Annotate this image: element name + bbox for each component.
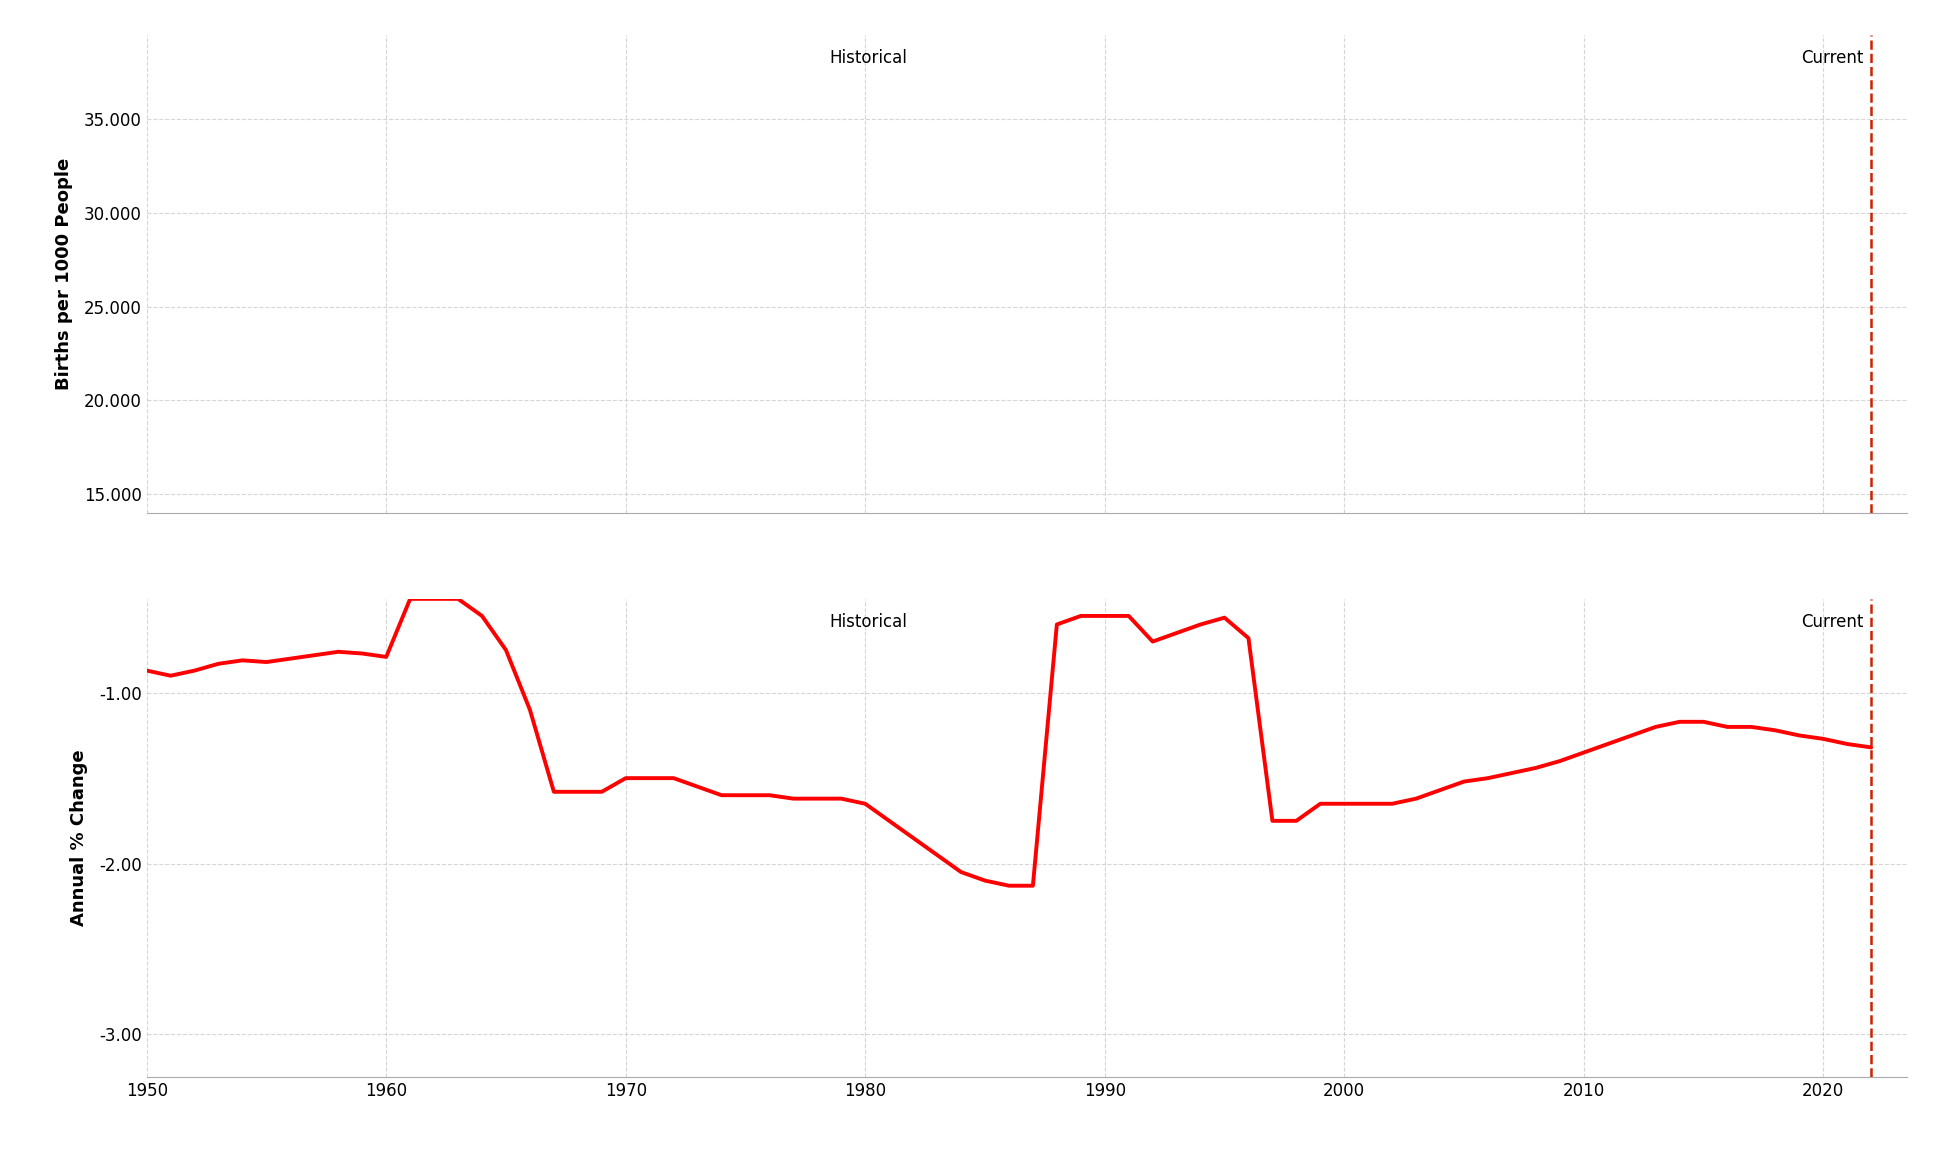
Y-axis label: Births per 1000 People: Births per 1000 People: [55, 157, 72, 390]
Text: Current: Current: [1801, 614, 1861, 631]
Text: Historical: Historical: [829, 49, 907, 67]
Y-axis label: Annual % Change: Annual % Change: [70, 749, 88, 926]
Text: Current: Current: [1801, 49, 1861, 67]
Text: Historical: Historical: [829, 614, 907, 631]
